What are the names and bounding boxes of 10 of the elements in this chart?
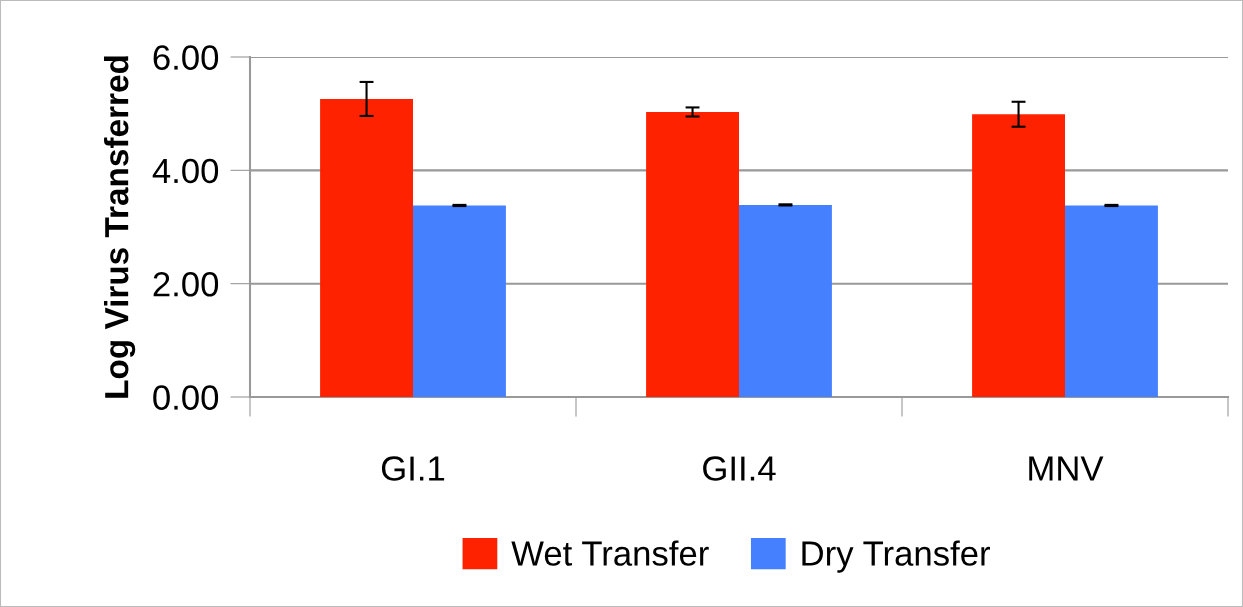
y-tick-label: 0.00 (153, 385, 219, 410)
x-tick-label: MNV (1029, 456, 1104, 481)
legend-label: Dry Transfer (802, 540, 991, 573)
y-tick-label: 6.00 (153, 45, 219, 70)
y-axis-title: Log Virus Transferred (103, 56, 136, 398)
y-tick-label: 4.00 (152, 158, 219, 184)
x-tick-label: GI.1 (381, 456, 445, 481)
legend-label: Wet Transfer (511, 540, 709, 566)
x-tick-label: GII.4 (703, 456, 776, 481)
y-tick-label: 2.00 (153, 272, 219, 297)
